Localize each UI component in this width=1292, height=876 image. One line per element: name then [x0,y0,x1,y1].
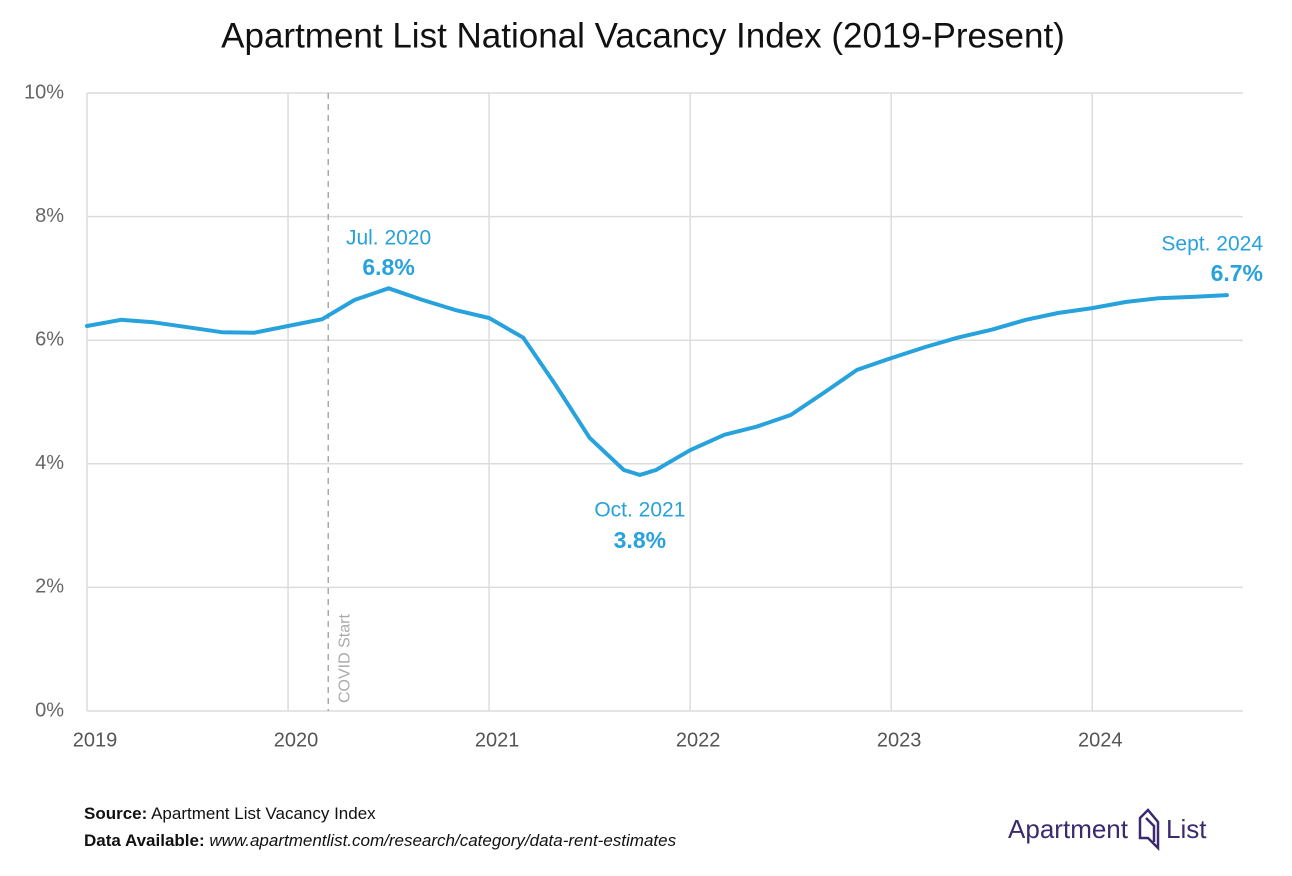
annotation-date: Jul. 2020 [346,226,431,249]
y-tick-label: 4% [35,452,64,474]
logo: Apartment List [1008,808,1207,852]
annotation-date: Sept. 2024 [1161,232,1263,255]
logo-left: Apartment [1008,814,1129,844]
y-tick-label: 8% [35,205,64,227]
x-tick-label: 2021 [475,729,520,751]
x-tick-label: 2023 [877,729,922,751]
footer-data: Data Available: www.apartmentlist.com/re… [84,831,677,850]
data-label: Data Available: [84,831,205,850]
y-tick-label: 2% [35,576,64,598]
x-tick-label: 2019 [73,729,118,751]
x-tick-label: 2022 [676,729,721,751]
data-url: www.apartmentlist.com/research/category/… [209,831,676,850]
chart-title: Apartment List National Vacancy Index (2… [221,16,1065,55]
source-text: Apartment List Vacancy Index [151,804,376,823]
annotation-date: Oct. 2021 [594,499,685,522]
footer: Source: Apartment List Vacancy Index Dat… [84,804,677,850]
reference-label: COVID Start [336,614,353,703]
annotation-value: 6.8% [362,254,414,280]
footer-source: Source: Apartment List Vacancy Index [84,804,376,823]
data-line [85,286,1229,477]
source-label: Source: [84,804,147,823]
logo-icon [1138,808,1160,852]
y-tick-label: 6% [35,328,64,350]
annotation-value: 3.8% [614,527,666,553]
y-tick-label: 10% [24,81,64,103]
annotation-value: 6.7% [1211,260,1263,286]
x-tick-label: 2024 [1078,729,1123,751]
x-tick-label: 2020 [274,729,319,751]
logo-right: List [1166,814,1207,844]
y-tick-label: 0% [35,699,64,721]
